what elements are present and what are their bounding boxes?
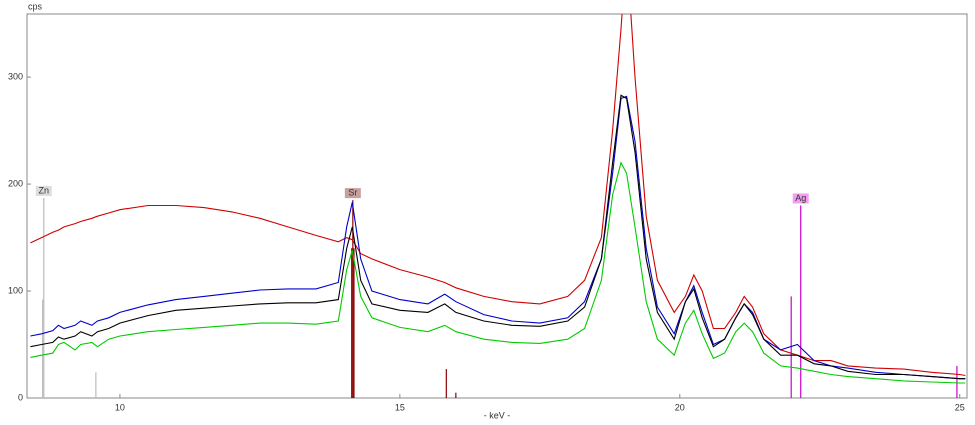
element-label-box xyxy=(344,188,361,199)
y-tick-label: 300 xyxy=(8,71,23,81)
x-tick-label: 15 xyxy=(395,402,405,412)
x-tick-label: 25 xyxy=(955,402,965,412)
spectrum-line xyxy=(30,161,966,384)
spectrum-line xyxy=(30,14,966,377)
spectrum-line xyxy=(30,94,966,380)
element-label: Zn xyxy=(39,185,50,195)
y-axis-label: cps xyxy=(28,1,43,11)
element-label: Sr xyxy=(348,187,357,197)
plot-area: Zn Sr Ag xyxy=(30,14,966,398)
y-tick-label: 200 xyxy=(8,178,23,188)
plot-frame xyxy=(26,13,968,399)
element-label-box xyxy=(35,185,52,196)
x-tick-label: 10 xyxy=(115,402,125,412)
x-tick-label: 20 xyxy=(675,402,685,412)
element-label: Ag xyxy=(795,193,806,203)
y-tick-label: 0 xyxy=(18,392,23,402)
spectrum-line xyxy=(30,95,966,380)
y-tick-label: 100 xyxy=(8,285,23,295)
element-label-box xyxy=(792,193,809,204)
x-axis-label: - keV - xyxy=(484,410,511,420)
